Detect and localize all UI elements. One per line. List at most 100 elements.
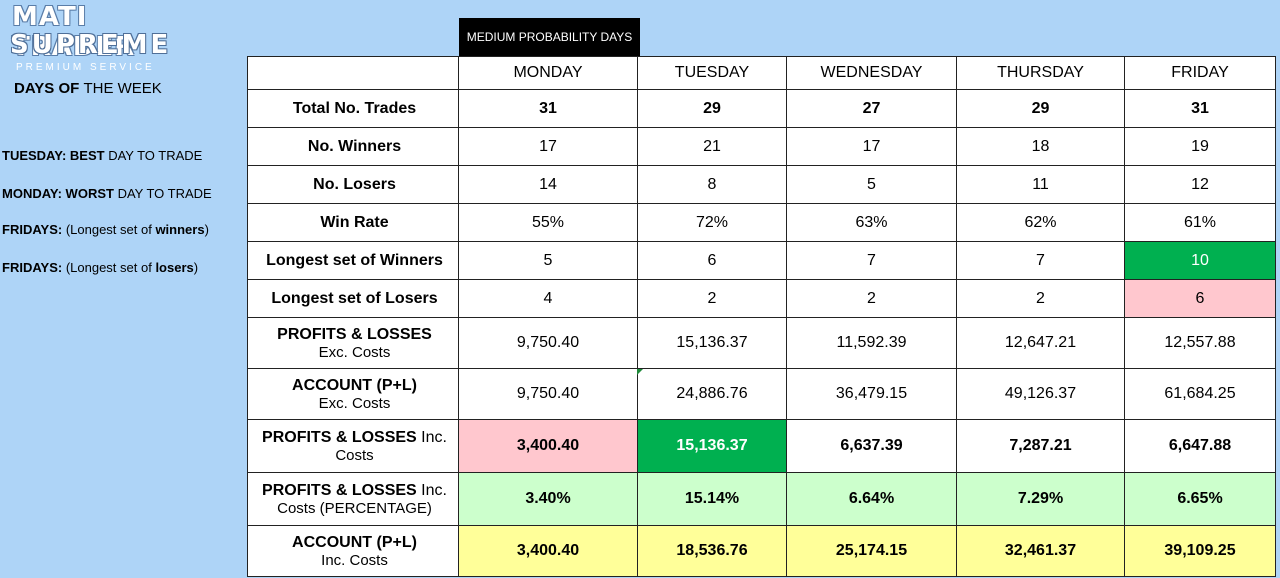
cell-thursday: 11 <box>956 165 1125 204</box>
cell-monday: 14 <box>458 165 638 204</box>
cell-monday: 55% <box>458 203 638 242</box>
cell-wednesday: 11,592.39 <box>786 317 957 369</box>
cell-monday: 9,750.40 <box>458 368 638 420</box>
note-rest: DAY TO TRADE <box>113 186 212 201</box>
row-account-inc-costs: ACCOUNT (P+L) Inc. Costs 3,400.40 18,536… <box>247 525 1276 577</box>
days-stats-table: MONDAY TUESDAY WEDNESDAY THURSDAY FRIDAY… <box>247 56 1276 577</box>
cell-wednesday: 63% <box>786 203 957 242</box>
row-label-main: PROFITS & LOSSES <box>277 325 432 343</box>
cell-thursday: 62% <box>956 203 1125 242</box>
cell-tuesday: 24,886.76 <box>637 368 787 420</box>
cell-friday: 12 <box>1124 165 1276 204</box>
row-label-main: ACCOUNT (P+L) <box>292 376 417 394</box>
cell-friday: 12,557.88 <box>1124 317 1276 369</box>
cell-tuesday: 15,136.37 <box>637 317 787 369</box>
row-label-sub: Exc. Costs <box>318 394 391 412</box>
medium-probability-tag: MEDIUM PROBABILITY DAYS <box>459 18 640 56</box>
header-friday: FRIDAY <box>1124 56 1276 90</box>
cell-friday-highlight: 10 <box>1124 241 1276 280</box>
note-bold-2: losers <box>155 260 194 275</box>
left-panel: MATI TRADER SUPREME PREMIUM SERVICE DAYS… <box>0 0 248 578</box>
row-label: Total No. Trades <box>247 89 459 128</box>
cell-tuesday: 21 <box>637 127 787 166</box>
cell-wednesday: 7 <box>786 241 957 280</box>
note-bold: FRIDAYS: <box>2 222 63 237</box>
header-thursday: THURSDAY <box>956 56 1125 90</box>
cell-friday: 39,109.25 <box>1124 525 1276 577</box>
row-longest-winners: Longest set of Winners 5 6 7 7 10 <box>247 241 1276 280</box>
row-label-sub: Exc. Costs <box>318 343 391 361</box>
cell-thursday: 18 <box>956 127 1125 166</box>
cell-wednesday: 27 <box>786 89 957 128</box>
cell-thursday: 2 <box>956 279 1125 318</box>
cell-monday: 17 <box>458 127 638 166</box>
note-bold: TUESDAY: BEST <box>2 148 105 163</box>
header-blank-cell <box>247 56 459 90</box>
cell-monday: 3.40% <box>458 472 638 526</box>
row-win-rate: Win Rate 55% 72% 63% 62% 61% <box>247 203 1276 242</box>
days-title-bold: DAYS OF <box>14 80 80 97</box>
header-monday: MONDAY <box>458 56 638 90</box>
cell-friday: 31 <box>1124 89 1276 128</box>
row-longest-losers: Longest set of Losers 4 2 2 2 6 <box>247 279 1276 318</box>
header-wednesday: WEDNESDAY <box>786 56 957 90</box>
note-bold: MONDAY: WORST <box>2 186 114 201</box>
cell-thursday: 12,647.21 <box>956 317 1125 369</box>
cell-comment-marker-icon <box>637 369 643 375</box>
cell-wednesday: 17 <box>786 127 957 166</box>
note-end: ) <box>193 260 199 275</box>
cell-monday: 4 <box>458 279 638 318</box>
row-losers: No. Losers 14 8 5 11 12 <box>247 165 1276 204</box>
note-bold: FRIDAYS: <box>2 260 63 275</box>
cell-wednesday: 2 <box>786 279 957 318</box>
note-longest-losers: FRIDAYS: (Longest set of losers) <box>2 260 198 275</box>
row-label: Longest set of Winners <box>247 241 459 280</box>
row-label: PROFITS & LOSSES Exc. Costs <box>247 317 459 369</box>
cell-friday: 6.65% <box>1124 472 1276 526</box>
cell-monday-worst: 3,400.40 <box>458 419 638 473</box>
cell-tuesday: 2 <box>637 279 787 318</box>
row-label-sub: Costs (PERCENTAGE) <box>277 499 432 517</box>
note-worst-day: MONDAY: WORST DAY TO TRADE <box>2 186 212 201</box>
days-title-rest: THE WEEK <box>83 80 162 97</box>
note-rest: DAY TO TRADE <box>104 148 203 163</box>
row-label-main: ACCOUNT (P+L) <box>292 533 417 551</box>
note-best-day: TUESDAY: BEST DAY TO TRADE <box>2 148 202 163</box>
cell-thursday: 7 <box>956 241 1125 280</box>
logo-line-1: MATI TRADER <box>12 2 136 62</box>
cell-tuesday: 15.14% <box>637 472 787 526</box>
row-label-sub: Inc. Costs <box>321 551 388 569</box>
cell-wednesday: 6,637.39 <box>786 419 957 473</box>
cell-friday: 61,684.25 <box>1124 368 1276 420</box>
row-label-main: PROFITS & LOSSES <box>262 428 417 446</box>
note-longest-winners: FRIDAYS: (Longest set of winners) <box>2 222 209 237</box>
row-label: PROFITS & LOSSES Inc. Costs (PERCENTAGE) <box>247 472 459 526</box>
row-label-main: PROFITS & LOSSES <box>262 481 417 499</box>
cell-thursday: 49,126.37 <box>956 368 1125 420</box>
cell-monday: 5 <box>458 241 638 280</box>
cell-thursday: 7.29% <box>956 472 1125 526</box>
cell-tuesday: 18,536.76 <box>637 525 787 577</box>
row-label: ACCOUNT (P+L) Inc. Costs <box>247 525 459 577</box>
row-label: No. Losers <box>247 165 459 204</box>
row-label: ACCOUNT (P+L) Exc. Costs <box>247 368 459 420</box>
row-pl-inc-costs: PROFITS & LOSSES Inc. Costs 3,400.40 15,… <box>247 419 1276 473</box>
cell-wednesday: 36,479.15 <box>786 368 957 420</box>
row-label-inline: Inc. <box>416 481 447 499</box>
cell-friday: 6,647.88 <box>1124 419 1276 473</box>
row-label: Win Rate <box>247 203 459 242</box>
cell-monday: 3,400.40 <box>458 525 638 577</box>
brand-logo: MATI TRADER SUPREME PREMIUM SERVICE <box>8 2 203 73</box>
row-label: No. Winners <box>247 127 459 166</box>
cell-thursday: 29 <box>956 89 1125 128</box>
note-rest: (Longest set of <box>62 260 156 275</box>
row-pl-inc-costs-percentage: PROFITS & LOSSES Inc. Costs (PERCENTAGE)… <box>247 472 1276 526</box>
cell-tuesday-best: 15,136.37 <box>637 419 787 473</box>
cell-thursday: 32,461.37 <box>956 525 1125 577</box>
logo-line-2: SUPREME <box>10 30 172 60</box>
cell-friday-highlight: 6 <box>1124 279 1276 318</box>
cell-wednesday: 6.64% <box>786 472 957 526</box>
cell-monday: 31 <box>458 89 638 128</box>
row-label-sub: Costs <box>335 446 374 464</box>
note-rest: (Longest set of <box>62 222 156 237</box>
